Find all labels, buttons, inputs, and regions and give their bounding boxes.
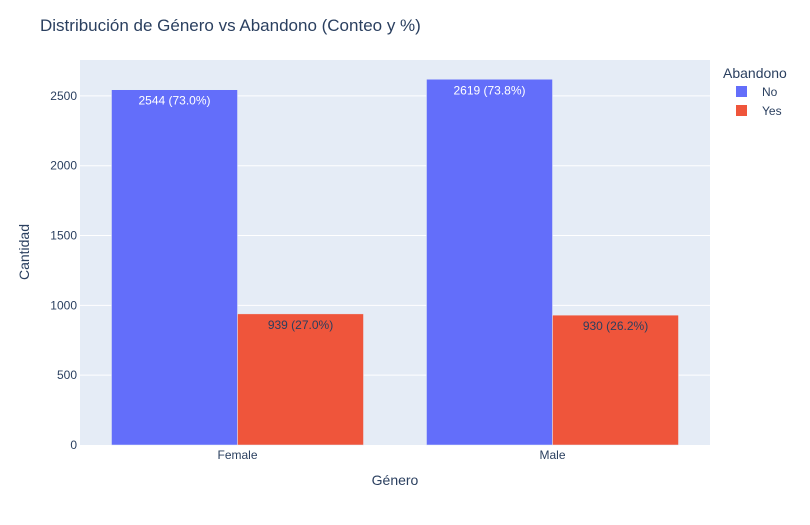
bars — [111, 79, 679, 446]
legend-title: Abandono — [723, 65, 787, 81]
x-tick-label: Female — [217, 448, 257, 462]
y-tick-label: 1500 — [50, 229, 77, 243]
bar-data-label: 2544 (73.0%) — [138, 94, 210, 108]
y-axis-ticks: 0 500 1000 1500 2000 2500 — [50, 89, 77, 452]
x-axis-ticks: Female Male — [217, 448, 565, 462]
x-tick-label: Male — [539, 448, 565, 462]
legend-label-yes[interactable]: Yes — [762, 104, 782, 118]
bar-yes-female — [237, 313, 364, 446]
y-tick-label: 0 — [70, 438, 77, 452]
bar-no-male — [426, 79, 553, 446]
y-axis-title: Cantidad — [16, 224, 32, 280]
legend-swatch-yes[interactable] — [736, 105, 747, 116]
x-axis-title: Género — [372, 472, 419, 488]
bar-data-label: 930 (26.2%) — [583, 319, 648, 333]
chart-title: Distribución de Género vs Abandono (Cont… — [40, 16, 421, 35]
legend-swatch-no[interactable] — [736, 86, 747, 97]
legend: Abandono No Yes — [723, 65, 787, 118]
bar-data-label: 939 (27.0%) — [268, 318, 333, 332]
bar-labels: 2544 (73.0%) 939 (27.0%) 2619 (73.8%) 930 (… — [138, 83, 648, 333]
y-tick-label: 1000 — [50, 298, 77, 312]
y-tick-label: 2500 — [50, 89, 77, 103]
y-tick-label: 2000 — [50, 159, 77, 173]
bar-data-label: 2619 (73.8%) — [453, 83, 525, 97]
bar-yes-male — [552, 314, 679, 446]
legend-label-no[interactable]: No — [762, 85, 778, 99]
y-tick-label: 500 — [57, 368, 77, 382]
bar-no-female — [111, 89, 238, 446]
